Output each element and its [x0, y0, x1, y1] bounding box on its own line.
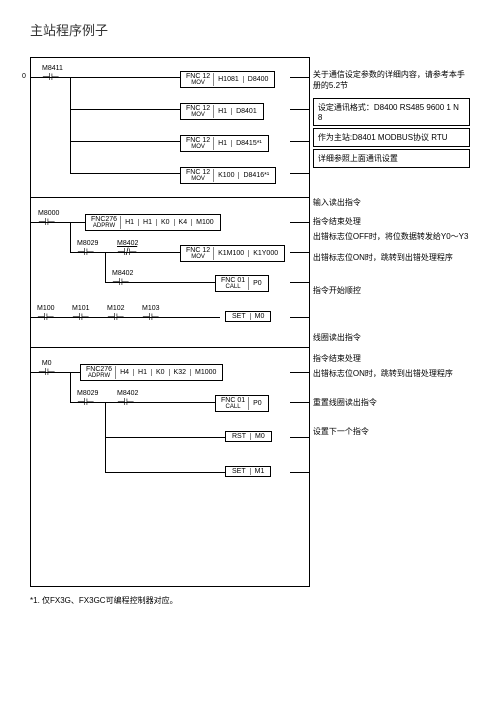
- contact-m8000: M8000: [38, 210, 59, 228]
- annot-b2-4: 指令开始顺控: [313, 283, 470, 298]
- instr-set-m1: SET M1: [225, 466, 271, 477]
- contact-m8402b: M8402: [117, 390, 138, 408]
- contact-m8402: M8402: [112, 270, 133, 288]
- annot-b2-2: 出错标志位OFF时，将位数据转发给Y0～Y3: [313, 229, 470, 244]
- instr-mov-1: FNC 12MOV H1081 D8400: [180, 71, 275, 88]
- contact-m0: M0: [38, 360, 55, 378]
- annot-b1-1: 设定通讯格式：D8400 RS485 9600 1 N 8: [313, 98, 470, 126]
- annot-b1-2: 作为主站:D8401 MODBUS协议 RTU: [313, 128, 470, 147]
- annot-b2-3: 出错标志位ON时，跳转到出错处理程序: [313, 250, 470, 265]
- instr-rst-m0: RST M0: [225, 431, 272, 442]
- ladder-canvas: 0 M8411 FNC 12MOV H1081 D8400 FNC 12MOV …: [30, 57, 305, 587]
- contact-m100: M100: [37, 305, 55, 323]
- page-title: 主站程序例子: [30, 20, 470, 39]
- instr-mov-5: FNC 12MOV K1M100 K1Y000: [180, 245, 285, 262]
- instr-mov-4: FNC 12MOV K100 D8416*¹: [180, 167, 276, 184]
- annot-b3-3: 重置线圈读出指令: [313, 395, 470, 410]
- contact-m8411: M8411: [42, 65, 63, 83]
- instr-adprw-2: FNC276ADPRW H4 H1 K0 K32 M1000: [80, 364, 223, 381]
- footnote: *1. 仅FX3G、FX3GC可编程控制器对应。: [30, 595, 470, 606]
- instr-call-1: FNC 01CALL P0: [215, 275, 269, 292]
- annot-b3-2: 出错标志位ON时，跳转到出错处理程序: [313, 366, 470, 381]
- annot-b3-0: 线圈读出指令: [313, 330, 470, 345]
- annot-b2-1: 指令结束处理: [313, 214, 470, 229]
- annot-b3-4: 设置下一个指令: [313, 424, 470, 439]
- contact-m101: M101: [72, 305, 90, 323]
- ladder-diagram: 0 M8411 FNC 12MOV H1081 D8400 FNC 12MOV …: [30, 57, 470, 587]
- contact-m103: M103: [142, 305, 160, 323]
- contact-m8029b: M8029: [77, 390, 98, 408]
- annot-b1-0: 关于通信设定参数的详细内容，请参考本手册的5.2节: [313, 67, 470, 97]
- instr-set-m0: SET M0: [225, 311, 271, 322]
- instr-call-2: FNC 01CALL P0: [215, 395, 269, 412]
- annot-b1-3: 详细参照上面通讯设置: [313, 149, 470, 168]
- contact-m8402n: M8402⊣/⊢: [117, 240, 138, 258]
- step-number: 0: [22, 73, 26, 80]
- annot-b3-1: 指令结束处理: [313, 351, 470, 366]
- contact-m8029: M8029: [77, 240, 98, 258]
- annotation-column: 关于通信设定参数的详细内容，请参考本手册的5.2节 设定通讯格式：D8400 R…: [305, 57, 470, 587]
- contact-m102: M102: [107, 305, 125, 323]
- instr-adprw-1: FNC276ADPRW H1 H1 K0 K4 M100: [85, 214, 221, 231]
- annot-b2-0: 输入读出指令: [313, 195, 470, 210]
- instr-mov-3: FNC 12MOV H1 D8415*¹: [180, 135, 269, 152]
- instr-mov-2: FNC 12MOV H1 D8401: [180, 103, 264, 120]
